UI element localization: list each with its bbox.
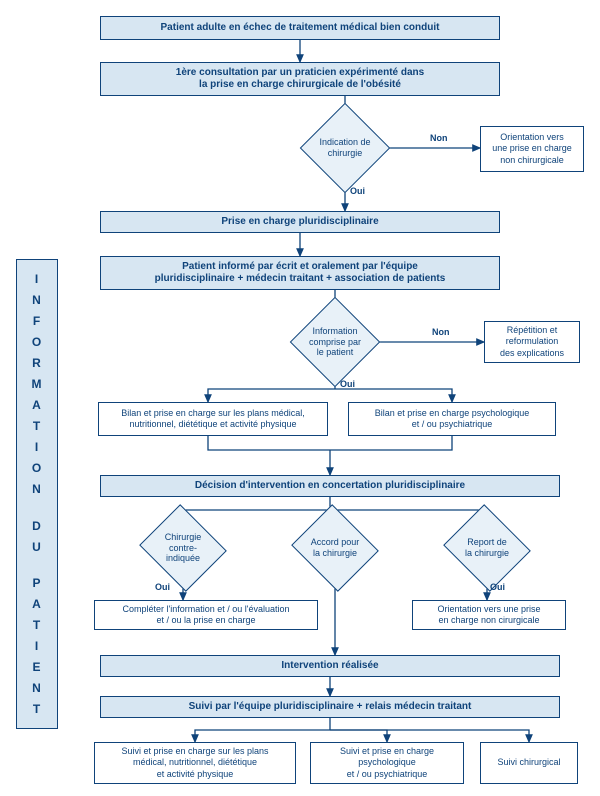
flow-box-b7: Bilan et prise en charge sur les plans m… [98, 402, 328, 436]
flow-box-b10: Compléter l'information et / ou l'évalua… [94, 600, 318, 630]
flow-diamond-d2: Informationcomprise parle patient [303, 310, 367, 374]
flow-box-b12: Intervention réalisée [100, 655, 560, 677]
flow-box-b4: Prise en charge pluridisciplinaire [100, 211, 500, 233]
sidebar-information-patient: INFORMATIONDUPATIENT [16, 259, 58, 729]
flow-box-b5: Patient informé par écrit et oralement p… [100, 256, 500, 290]
edge-label: Oui [340, 379, 355, 389]
flow-diamond-d5: Report dela chirurgie [454, 519, 520, 577]
flow-diamond-d3: Chirurgiecontre-indiquée [150, 519, 216, 577]
flow-box-b13: Suivi par l'équipe pluridisciplinaire + … [100, 696, 560, 718]
flow-box-b6: Répétition etreformulationdes explicatio… [484, 321, 580, 363]
flow-diamond-d4: Accord pourla chirurgie [302, 519, 368, 577]
edge-label: Non [430, 133, 448, 143]
flow-box-b1: Patient adulte en échec de traitement mé… [100, 16, 500, 40]
edge-label: Oui [350, 186, 365, 196]
edge-label: Oui [155, 582, 170, 592]
flow-box-b2: 1ère consultation par un praticien expér… [100, 62, 500, 96]
flow-box-b16: Suivi chirurgical [480, 742, 578, 784]
flow-box-b14: Suivi et prise en charge sur les plansmé… [94, 742, 296, 784]
flow-box-b8: Bilan et prise en charge psychologiqueet… [348, 402, 556, 436]
edge-label: Non [432, 327, 450, 337]
edge-label: Oui [490, 582, 505, 592]
flow-diamond-d1: Indication dechirurgie [313, 116, 377, 180]
flow-box-b15: Suivi et prise en chargepsychologiqueet … [310, 742, 464, 784]
flow-box-b3: Orientation versune prise en chargenon c… [480, 126, 584, 172]
flow-box-b9: Décision d'intervention en concertation … [100, 475, 560, 497]
flow-box-b11: Orientation vers une priseen charge non … [412, 600, 566, 630]
